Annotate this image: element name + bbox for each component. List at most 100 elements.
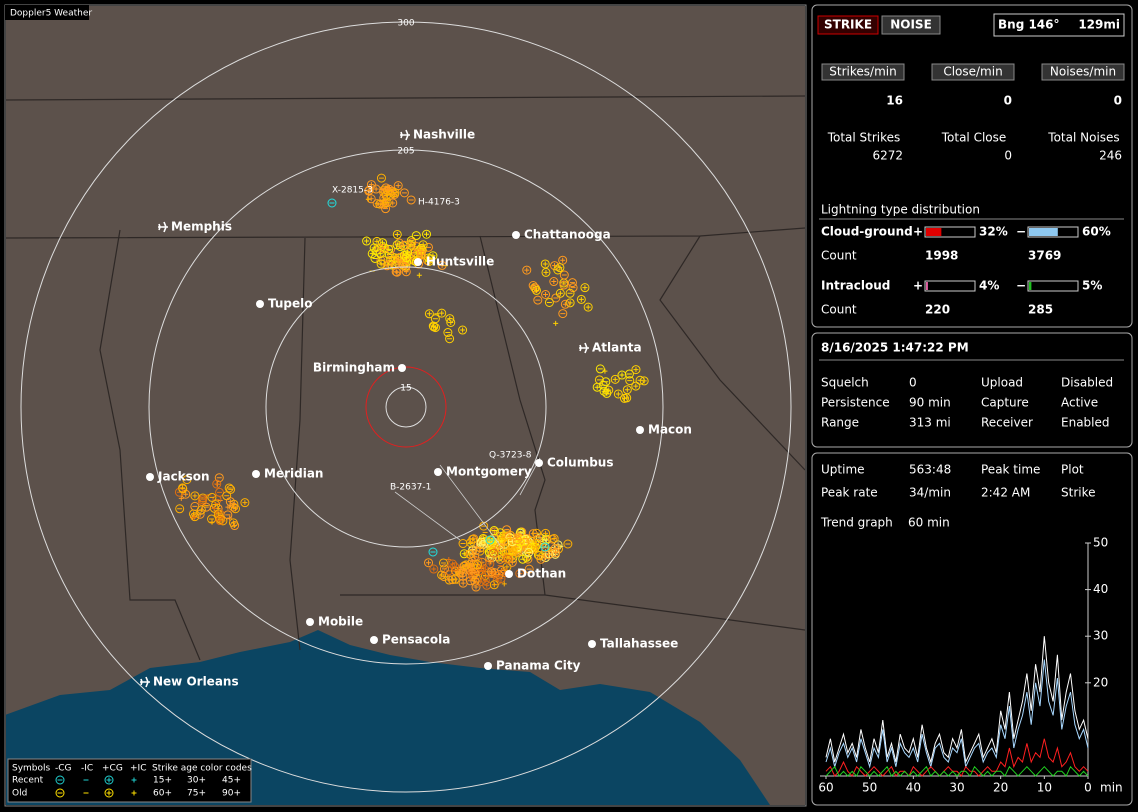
strike-marker (445, 334, 455, 344)
range-rings: 300 205 15 X-2815-3 H-4176-3 Q-3723-8 B-2637-1 (20, 19, 792, 793)
strike-marker (366, 194, 376, 204)
rate-button[interactable] (931, 63, 1015, 81)
strike-marker (559, 280, 569, 290)
strike-marker (423, 253, 433, 263)
stat: Strike (1061, 486, 1096, 500)
range-ring (148, 149, 664, 665)
border (659, 235, 805, 471)
strike-marker (639, 376, 649, 386)
city-label: Memphis (171, 220, 232, 234)
rate-button[interactable] (1041, 63, 1125, 81)
rate-label: Close/min (943, 65, 1002, 79)
strike-marker (507, 535, 513, 541)
trend-line (825, 659, 1089, 769)
strike-marker (369, 243, 379, 253)
strike-marker (223, 510, 233, 520)
city-label: Tallahassee (600, 637, 678, 651)
strike-marker (381, 191, 391, 200)
noise-button-label: NOISE (890, 18, 932, 32)
border (6, 95, 805, 101)
ring-label: 15 (400, 384, 411, 394)
rate-value: 16 (886, 94, 903, 108)
strike-marker (437, 308, 447, 318)
strike-button[interactable] (817, 15, 879, 35)
strike-marker (437, 570, 447, 580)
city-dot (505, 570, 513, 578)
type-name: Cloud-ground (821, 225, 913, 239)
settings-panel (811, 332, 1133, 448)
strike-marker (450, 574, 460, 584)
strike-marker (416, 272, 422, 278)
strike-marker (240, 498, 250, 508)
age-code: 30+ (187, 776, 206, 786)
ring-label: 300 (397, 19, 414, 29)
trend-label: Trend graph (820, 516, 893, 530)
stat: Peak rate (821, 486, 878, 500)
legend-row-label: Recent (12, 776, 44, 786)
strike-marker (594, 375, 604, 385)
strike-marker (472, 560, 482, 570)
y-tick-label: 40 (1093, 582, 1108, 596)
strike-marker (451, 566, 461, 576)
strike-marker (524, 564, 534, 574)
total-value: 246 (1099, 149, 1122, 163)
strike-marker (214, 473, 224, 483)
strike-marker (565, 288, 575, 298)
trend-line (825, 636, 1089, 764)
strike-marker (207, 514, 217, 524)
x-axis-label: min (1100, 781, 1123, 795)
rate-button[interactable] (821, 63, 905, 81)
legend-header: +CG (102, 764, 123, 774)
strike-marker (553, 265, 563, 275)
strike-marker (484, 547, 494, 557)
strike-marker (397, 258, 407, 268)
strike-marker (227, 515, 233, 521)
setting: Enabled (1061, 416, 1110, 430)
x-tick-label: 30 (949, 781, 964, 795)
strike-marker (501, 581, 507, 587)
strike-marker (190, 512, 200, 522)
trend-value: 60 min (908, 516, 950, 530)
strike-marker (534, 551, 544, 561)
rate-value: 0 (1114, 94, 1122, 108)
strike-marker (502, 562, 512, 572)
map-border (4, 4, 807, 807)
city-dot (146, 473, 154, 481)
strike-marker (555, 288, 565, 298)
strike-marker (613, 389, 623, 399)
strike-marker (480, 575, 490, 585)
strike-marker (598, 380, 608, 390)
setting: Active (1061, 396, 1098, 410)
strike-marker (518, 554, 528, 564)
count-label: Count (821, 303, 857, 317)
strike-marker (400, 240, 410, 250)
strike-marker (428, 321, 438, 331)
stat: 34/min (909, 486, 951, 500)
strike-marker (207, 492, 217, 502)
legend-symbol (131, 790, 137, 796)
strike-marker (565, 298, 575, 308)
strike-marker (531, 285, 541, 295)
y-tick-label: 30 (1093, 629, 1108, 643)
strike-leader (439, 464, 501, 546)
percent-track (1027, 280, 1079, 292)
city-dot (535, 459, 543, 467)
strike-marker (222, 491, 232, 501)
strike-marker (446, 556, 452, 562)
percent-bar (926, 282, 928, 290)
noise-button[interactable] (881, 15, 941, 35)
sign: + (913, 225, 923, 239)
strike-marker (406, 195, 416, 205)
strike-marker (540, 542, 550, 552)
strike-marker (461, 560, 471, 570)
age-code: 15+ (153, 776, 172, 786)
strike-marker (226, 484, 236, 494)
strike-leader (394, 491, 461, 541)
strike-marker (624, 369, 634, 379)
strike-marker (375, 249, 385, 259)
legend-symbol (55, 775, 65, 785)
strike-marker (559, 270, 569, 280)
sign: − (1016, 225, 1026, 239)
strike-marker (524, 548, 534, 558)
